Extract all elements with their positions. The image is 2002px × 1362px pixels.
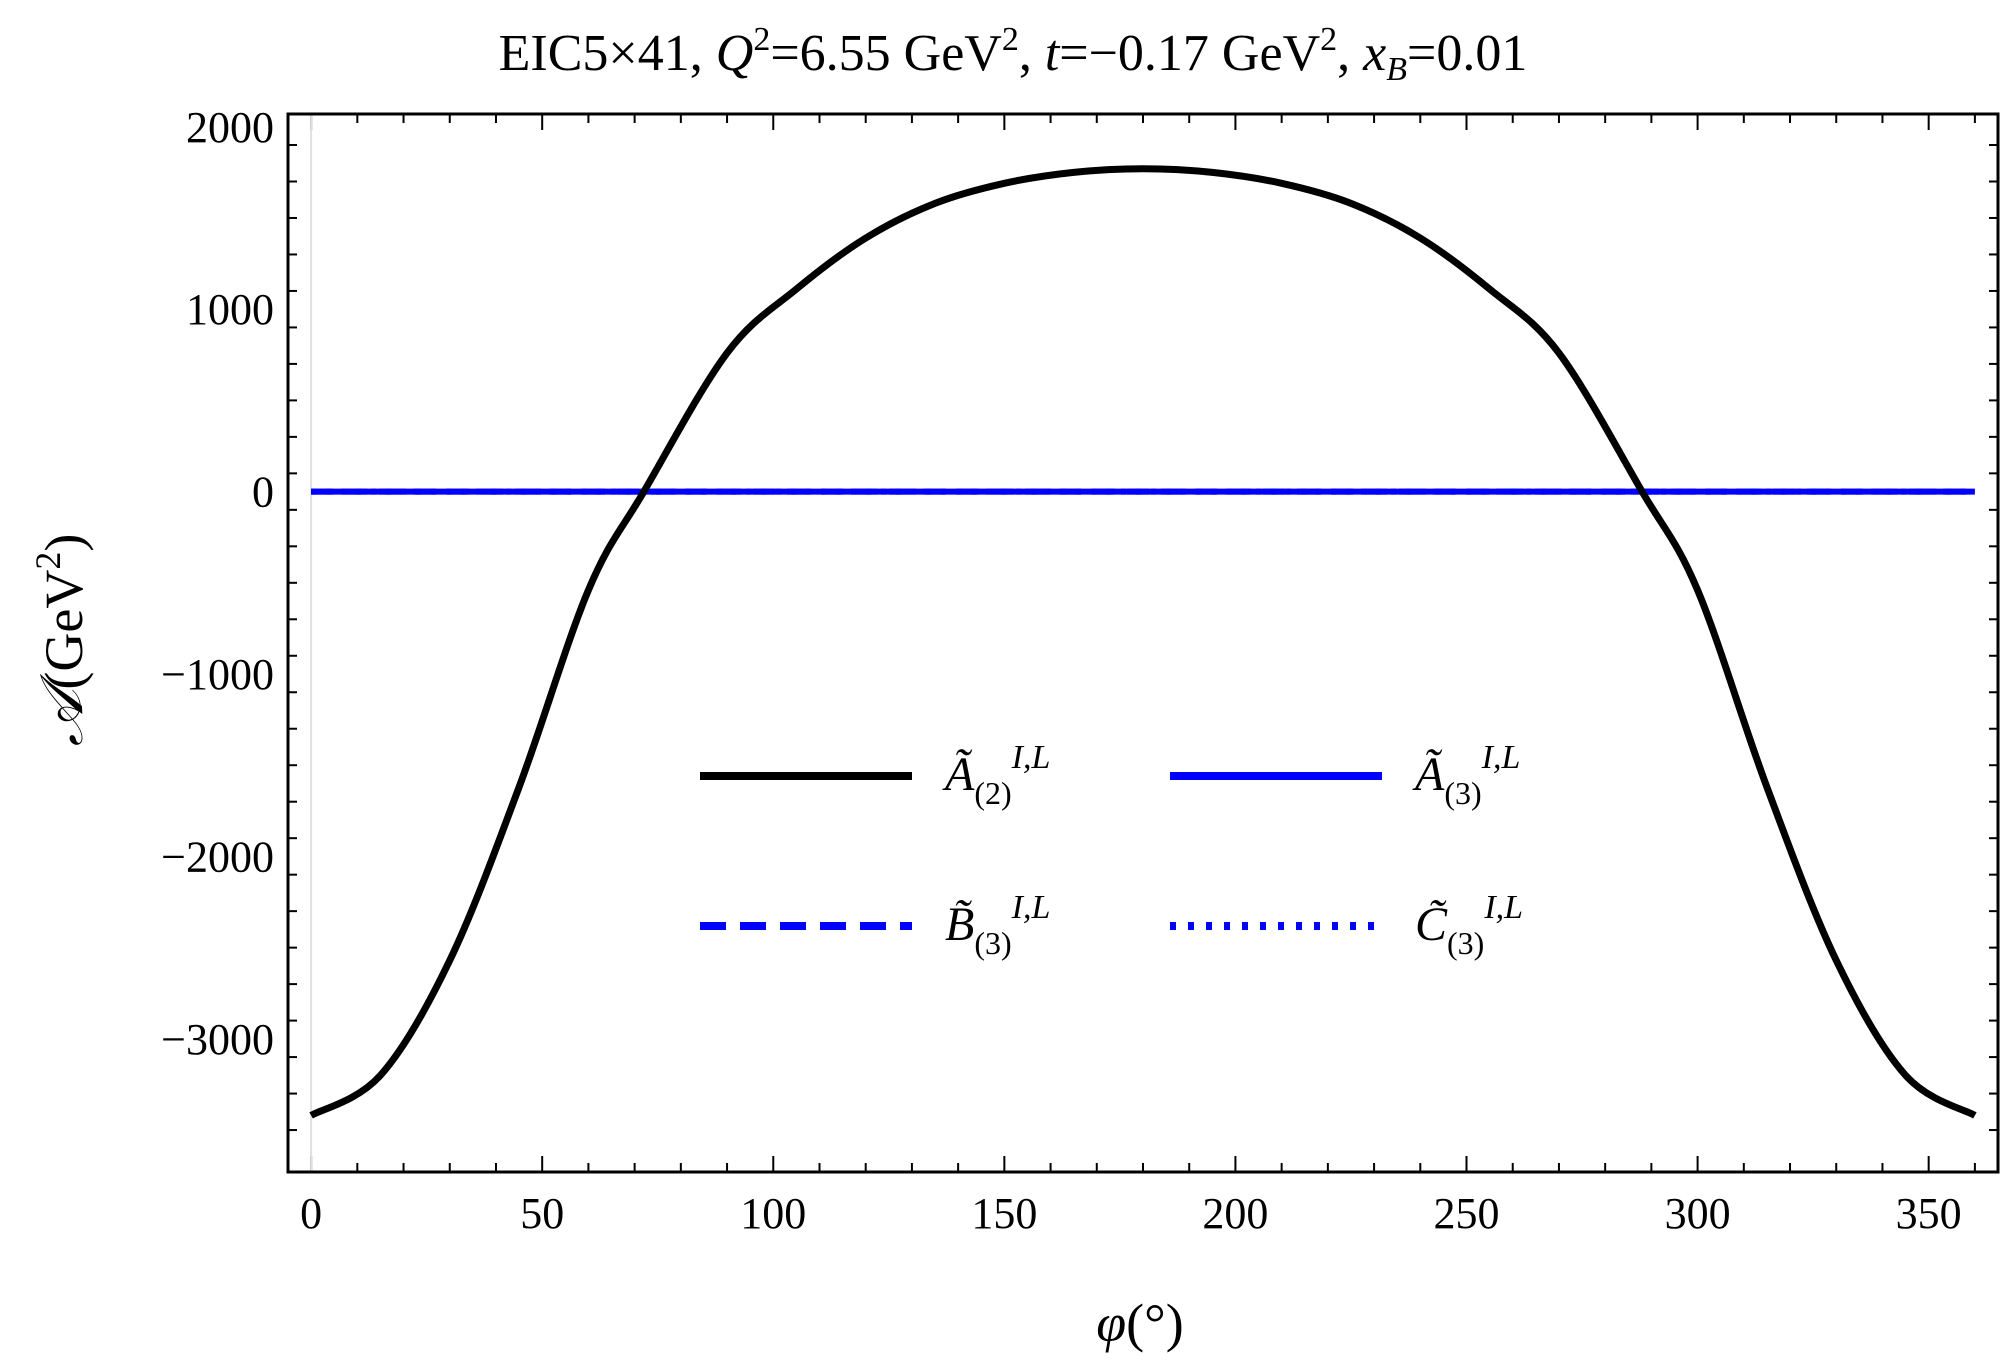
legend: Ã(2)I,L Ã(3)I,L B̃(3)I,L C̃(3)I,L bbox=[700, 739, 1523, 961]
x-tick-label: 200 bbox=[1202, 1189, 1268, 1238]
y-tick-label: 1000 bbox=[186, 285, 274, 334]
legend-c3-base: C̃ bbox=[1415, 898, 1448, 951]
x-axis-symbol: φ bbox=[1096, 1293, 1126, 1353]
tick-marks bbox=[288, 114, 1998, 1172]
legend-a2-sub: (2) bbox=[974, 775, 1011, 811]
title-q-exp: 2 bbox=[753, 21, 770, 58]
y-tick-label: −1000 bbox=[161, 650, 274, 699]
title-t-unit-exp: 2 bbox=[1320, 21, 1337, 58]
legend-a3-base: Ã bbox=[1412, 748, 1445, 801]
title-t-value: =−0.17 GeV bbox=[1059, 25, 1320, 82]
legend-a3-sup: I,L bbox=[1481, 739, 1521, 776]
tick-labels: 0 50 100 150 200 250 300 350 −3000 −2000 −1000 0 100… bbox=[161, 103, 1962, 1238]
y-axis-unit: (GeV bbox=[34, 570, 94, 690]
legend-a2-sup: I,L bbox=[1011, 739, 1051, 776]
legend-c3-sup: I,L bbox=[1483, 889, 1523, 926]
x-tick-label: 0 bbox=[300, 1189, 322, 1238]
title-q: Q bbox=[716, 25, 754, 82]
title-x-sub: B bbox=[1386, 51, 1407, 88]
y-tick-label: −3000 bbox=[161, 1015, 274, 1064]
legend-b3-base: B̃ bbox=[945, 898, 974, 951]
legend-a3-sub: (3) bbox=[1444, 775, 1481, 811]
y-axis-unit-exp: 2 bbox=[28, 552, 68, 570]
title-x: x bbox=[1362, 25, 1386, 82]
y-axis-close: ) bbox=[34, 534, 94, 552]
legend-label-c3: C̃(3)I,L bbox=[1415, 889, 1523, 961]
legend-b3-sup: I,L bbox=[1011, 889, 1051, 926]
title-q-unit-exp: 2 bbox=[1002, 21, 1019, 58]
x-tick-label: 150 bbox=[971, 1189, 1037, 1238]
x-axis-unit: (°) bbox=[1126, 1293, 1184, 1353]
x-tick-label: 250 bbox=[1434, 1189, 1500, 1238]
x-axis-title: φ(°) bbox=[1096, 1293, 1183, 1353]
title-x-value: =0.01 bbox=[1407, 25, 1527, 82]
chart-title: EIC5×41, Q2=6.55 GeV2, t=−0.17 GeV2, xB=… bbox=[499, 21, 1528, 88]
x-tick-label: 50 bbox=[520, 1189, 564, 1238]
title-q-value: =6.55 GeV bbox=[770, 25, 1002, 82]
legend-label-a2: Ã(2)I,L bbox=[942, 739, 1050, 811]
legend-c3-sub: (3) bbox=[1447, 925, 1484, 961]
legend-label-b3: B̃(3)I,L bbox=[945, 889, 1050, 961]
legend-b3-sub: (3) bbox=[974, 925, 1011, 961]
x-tick-label: 300 bbox=[1665, 1189, 1731, 1238]
y-axis-title: 𝒜(GeV2) bbox=[28, 534, 95, 747]
title-prefix: EIC5×41, bbox=[499, 25, 716, 82]
legend-label-a3: Ã(3)I,L bbox=[1412, 739, 1520, 811]
plot-frame bbox=[286, 112, 2000, 1174]
x-tick-label: 100 bbox=[740, 1189, 806, 1238]
y-tick-label: 0 bbox=[252, 468, 274, 517]
title-t: t bbox=[1045, 25, 1061, 82]
title-t-sep: , bbox=[1019, 25, 1045, 82]
y-tick-label: 2000 bbox=[186, 103, 274, 152]
x-tick-label: 350 bbox=[1896, 1189, 1962, 1238]
series-line-0 bbox=[309, 165, 1977, 1119]
title-x-sep: , bbox=[1337, 25, 1363, 82]
series-layer bbox=[309, 165, 1977, 1119]
y-tick-label: −2000 bbox=[161, 832, 274, 881]
legend-a2-base: Ã bbox=[942, 748, 975, 801]
